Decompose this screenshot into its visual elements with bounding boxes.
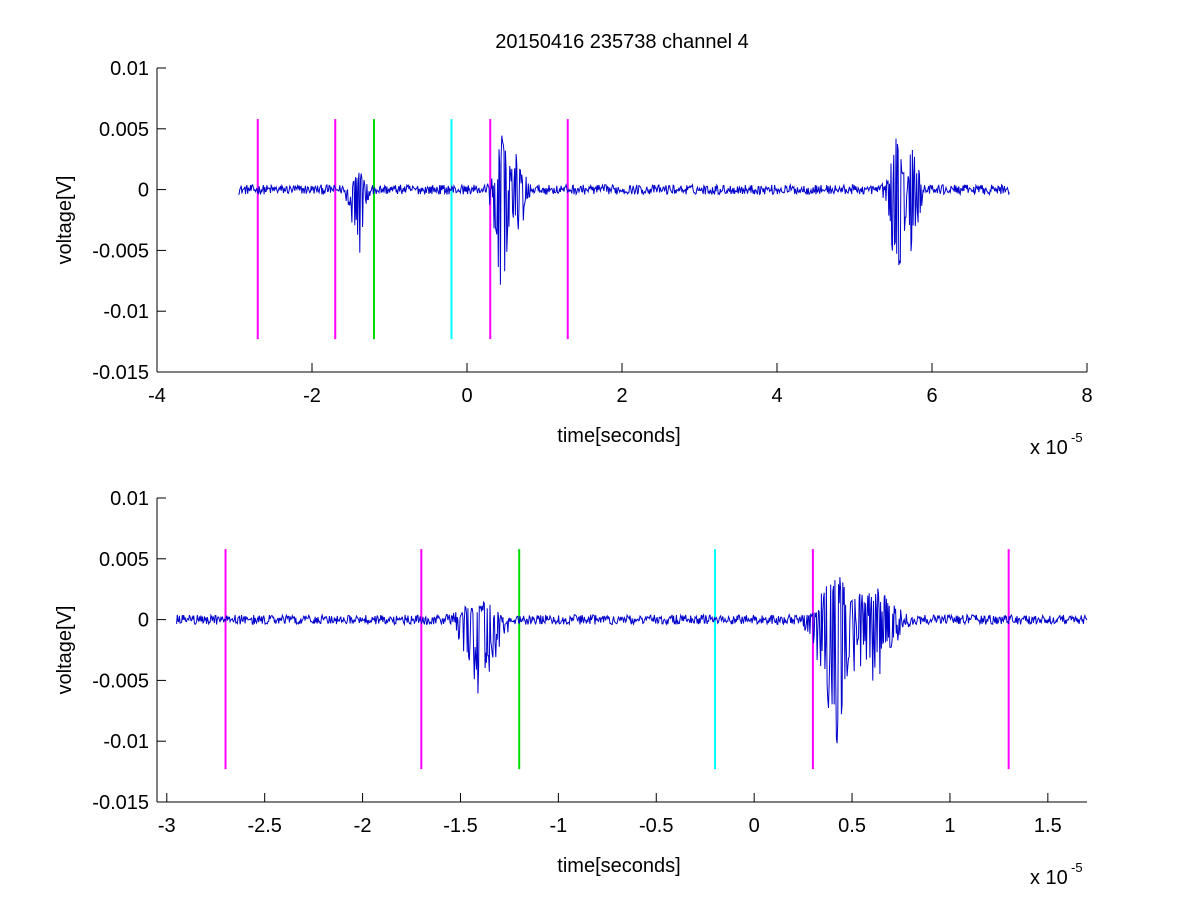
x-axis-label: time[seconds] [557, 425, 680, 447]
x-exponent-power: -5 [1071, 860, 1083, 875]
y-axis-label: voltage[V] [54, 176, 76, 265]
x-tick-label: 0 [461, 385, 472, 407]
figure-title: 20150416 235738 channel 4 [495, 31, 749, 53]
x-tick-label: 0 [749, 815, 760, 837]
x-tick-label: -1 [549, 815, 567, 837]
y-axis-label: voltage[V] [54, 606, 76, 695]
x-exponent-power: -5 [1071, 430, 1083, 445]
y-tick-label: -0.01 [103, 301, 149, 323]
x-tick-label: -3 [158, 815, 176, 837]
x-tick-label: -2 [303, 385, 321, 407]
x-tick-label: 6 [926, 385, 937, 407]
x-tick-label: -0.5 [639, 815, 673, 837]
y-tick-label: 0 [138, 610, 149, 632]
x-tick-label: -4 [148, 385, 166, 407]
signal-series-line [238, 135, 1010, 285]
y-tick-label: 0.005 [99, 549, 149, 571]
y-tick-label: 0.01 [110, 488, 149, 510]
y-tick-label: 0.01 [110, 58, 149, 80]
y-tick-label: 0 [138, 180, 149, 202]
x-tick-label: -2.5 [247, 815, 281, 837]
x-tick-label: -1.5 [443, 815, 477, 837]
signal-series-line [176, 577, 1088, 744]
y-tick-label: -0.005 [92, 240, 149, 262]
x-exponent-base: x 10 [1030, 437, 1068, 459]
x-axis-label: time[seconds] [557, 855, 680, 877]
x-tick-label: 2 [616, 385, 627, 407]
y-tick-label: -0.005 [92, 670, 149, 692]
y-tick-label: -0.015 [92, 362, 149, 384]
x-tick-label: 4 [771, 385, 782, 407]
y-tick-label: -0.01 [103, 731, 149, 753]
x-tick-label: 1.5 [1034, 815, 1062, 837]
x-tick-label: 0.5 [838, 815, 866, 837]
x-tick-label: 8 [1081, 385, 1092, 407]
x-exponent-base: x 10 [1030, 867, 1068, 889]
y-tick-label: -0.015 [92, 792, 149, 814]
top-subplot: 0.01 0.005 0 -0.005 -0.01 -0.015-4 -2 0 2 4 6 8 time… [54, 58, 1093, 459]
x-tick-label: -2 [354, 815, 372, 837]
bottom-subplot: 0.01 0.005 0 -0.005 -0.01 -0.015 -3 -2.5 -2 -1.5 -… [54, 488, 1088, 889]
x-tick-label: 1 [944, 815, 955, 837]
y-tick-label: 0.005 [99, 119, 149, 141]
